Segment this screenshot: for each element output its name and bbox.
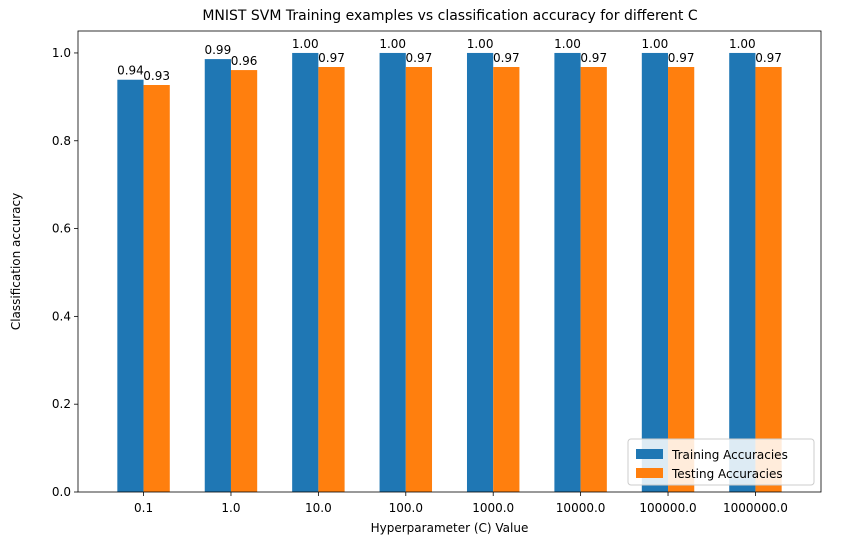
bar-training-7 bbox=[729, 52, 756, 492]
x-tick-label: 1.0 bbox=[221, 501, 240, 515]
bar-testing-0 bbox=[143, 85, 170, 492]
y-tick-label: 1.0 bbox=[52, 46, 71, 60]
bar-testing-2 bbox=[318, 67, 345, 493]
x-axis-label: Hyperparameter (C) Value bbox=[371, 521, 529, 535]
bar-testing-5 bbox=[580, 67, 607, 493]
legend-label-testing: Testing Accuracies bbox=[671, 467, 783, 481]
y-tick-label: 0.6 bbox=[52, 222, 71, 236]
bar-label-testing-4: 0.97 bbox=[493, 51, 520, 65]
bar-training-3 bbox=[379, 52, 406, 492]
bar-training-1 bbox=[204, 59, 231, 492]
bar-label-training-4: 1.00 bbox=[467, 37, 494, 51]
bar-testing-7 bbox=[755, 67, 782, 493]
chart-title: MNIST SVM Training examples vs classific… bbox=[202, 8, 698, 24]
legend-swatch-testing bbox=[636, 468, 663, 478]
bar-label-testing-6: 0.97 bbox=[668, 51, 695, 65]
bar-testing-4 bbox=[493, 67, 520, 493]
bar-label-training-6: 1.00 bbox=[642, 37, 669, 51]
y-tick-label: 0.8 bbox=[52, 134, 71, 148]
bar-training-2 bbox=[292, 52, 319, 492]
legend-label-training: Training Accuracies bbox=[671, 448, 788, 462]
bar-label-testing-5: 0.97 bbox=[580, 51, 607, 65]
x-tick-label: 10.0 bbox=[305, 501, 332, 515]
bar-label-training-1: 0.99 bbox=[204, 43, 231, 57]
bar-label-training-3: 1.00 bbox=[379, 37, 406, 51]
bar-label-testing-2: 0.97 bbox=[318, 51, 345, 65]
bar-label-testing-3: 0.97 bbox=[406, 51, 433, 65]
bar-label-testing-1: 0.96 bbox=[231, 54, 258, 68]
y-axis-label: Classification accuracy bbox=[9, 193, 23, 330]
y-axis: 0.0 0.2 0.4 0.6 0.8 1.0 bbox=[52, 46, 78, 499]
bar-testing-3 bbox=[405, 67, 433, 493]
x-tick-label: 100000.0 bbox=[639, 501, 696, 515]
x-axis: 0.1 1.0 10.0 100.0 1000.0 10000.0 100000.0 1000… bbox=[134, 492, 788, 515]
bar-testing-1 bbox=[230, 70, 258, 492]
legend: Training Accuracies Testing Accuracies bbox=[627, 438, 815, 486]
y-tick-label: 0.4 bbox=[52, 309, 71, 323]
bar-testing-6 bbox=[668, 67, 695, 493]
bar-labels: 0.94 0.99 1.00 1.00 1.00 1.00 1.00 1.00 0.93 0.96… bbox=[117, 37, 782, 83]
y-tick-label: 0.0 bbox=[52, 485, 71, 499]
bar-training-6 bbox=[641, 52, 669, 492]
x-tick-label: 10000.0 bbox=[556, 501, 606, 515]
bar-label-training-0: 0.94 bbox=[117, 64, 144, 78]
bar-label-training-2: 1.00 bbox=[292, 37, 319, 51]
bar-label-training-5: 1.00 bbox=[554, 37, 581, 51]
bar-training-0 bbox=[117, 79, 144, 492]
bars bbox=[117, 52, 782, 493]
x-tick-label: 1000000.0 bbox=[723, 501, 788, 515]
bar-training-4 bbox=[466, 52, 494, 492]
bar-label-training-7: 1.00 bbox=[729, 37, 756, 51]
legend-swatch-training bbox=[636, 449, 663, 459]
x-tick-label: 0.1 bbox=[134, 501, 153, 515]
legend-box bbox=[627, 438, 815, 486]
plot-frame bbox=[77, 30, 822, 493]
x-tick-label: 100.0 bbox=[389, 501, 423, 515]
x-tick-label: 1000.0 bbox=[472, 501, 514, 515]
bar-label-testing-7: 0.97 bbox=[755, 51, 782, 65]
y-tick-label: 0.2 bbox=[52, 397, 71, 411]
bar-training-5 bbox=[554, 52, 581, 492]
bar-label-testing-0: 0.93 bbox=[143, 69, 170, 83]
